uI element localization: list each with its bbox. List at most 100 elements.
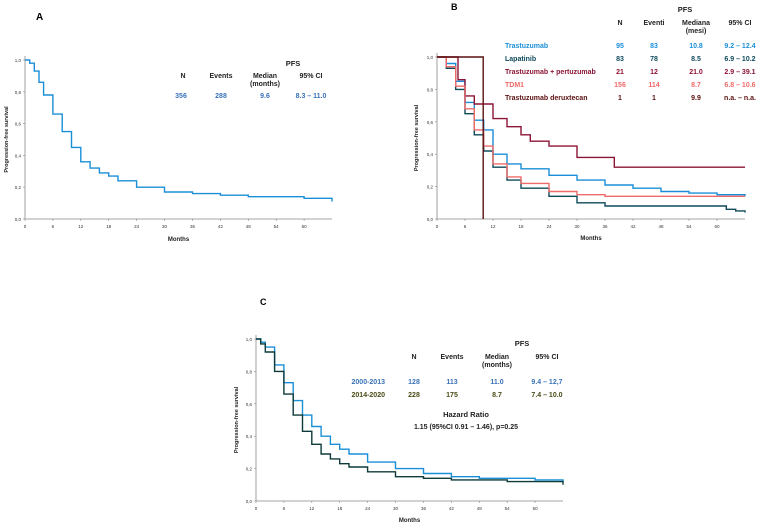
x-tick-label: 36	[602, 224, 608, 229]
panel-c: C 0,0 0,2 0,4 0,6 0,8 1,0 0 6 12 18 24 30 36 42 48 54 60…	[234, 297, 564, 524]
y-tick-label: 0,8	[246, 369, 253, 374]
row-label: Trastuzumab	[505, 43, 548, 50]
x-tick-label: 30	[574, 224, 580, 229]
row-cell: 8.7	[691, 82, 701, 89]
panel-b-plot: 0,0 0,2 0,4 0,6 0,8 1,0 0 6 12 18 24 30 36 42 48 54 60 Mo…	[414, 53, 746, 242]
x-tick-label: 18	[518, 224, 524, 229]
row-cell: 113	[446, 379, 457, 386]
y-axis-label: Progression-free survival	[414, 104, 420, 171]
y-tick-label: 1,0	[246, 337, 253, 342]
cell-ci: 8.3 – 11.0	[296, 93, 327, 100]
x-tick-label: 30	[393, 506, 399, 511]
x-tick-label: 12	[490, 224, 496, 229]
x-tick-label: 48	[477, 506, 483, 511]
row-cell: 95	[616, 43, 624, 50]
km-curve-2000-2013	[256, 338, 564, 482]
row-cell: 83	[650, 43, 658, 50]
row-cell: 8.5	[691, 56, 701, 63]
x-tick-label: 6	[52, 224, 55, 229]
panel-a-plot: 0,0 0,2 0,4 0,6 0,8 1,0 0 6 12 18 24 30 36 42 48 54 60 Mo…	[4, 56, 333, 243]
panel-b-label: B	[451, 2, 458, 12]
x-tick-label: 48	[658, 224, 664, 229]
row-cell: 11.0	[490, 379, 503, 386]
col-header-median: Median (months)	[482, 354, 512, 369]
x-tick-label: 60	[533, 506, 539, 511]
y-tick-label: 0,6	[15, 122, 22, 127]
row-cell: 1	[652, 95, 656, 102]
row-cell: 2.9 – 39.1	[724, 69, 755, 76]
y-tick-label: 0,0	[246, 499, 253, 504]
y-tick-label: 0,2	[15, 185, 22, 190]
y-tick-label: 0,4	[246, 434, 253, 439]
x-tick-label: 18	[337, 506, 343, 511]
pfs-header: PFS	[678, 5, 693, 14]
y-tick-label: 0,6	[427, 120, 434, 125]
row-label: 2000-2013	[352, 379, 386, 386]
cell-median: 9.6	[260, 93, 270, 100]
x-tick-label: 60	[302, 224, 308, 229]
row-cell: 6.9 – 10.2	[724, 56, 755, 63]
x-tick-label: 30	[162, 224, 168, 229]
row-cell: 21	[616, 69, 624, 76]
x-tick-label: 6	[464, 224, 467, 229]
x-tick-label: 54	[505, 506, 511, 511]
y-tick-label: 0,4	[427, 152, 434, 157]
cell-n: 356	[175, 93, 187, 100]
km-curve-tdm1	[437, 56, 745, 197]
row-cell: 228	[408, 392, 420, 399]
col-header-median: Median (months)	[250, 73, 280, 88]
col-header-events: Events	[441, 354, 464, 361]
x-tick-label: 24	[365, 506, 371, 511]
row-cell: 175	[446, 392, 458, 399]
x-axis-label: Months	[168, 237, 190, 243]
y-tick-label: 0,2	[246, 467, 253, 472]
panel-a-pfs-table: PFS N Events Median (months) 95% CI 356 2…	[175, 59, 326, 100]
row-cell: n.a. – n.a.	[724, 95, 756, 102]
hazard-ratio-title: Hazard Ratio	[443, 410, 489, 419]
col-header-n: N	[180, 73, 185, 80]
x-tick-label: 18	[106, 224, 112, 229]
x-tick-label: 54	[274, 224, 280, 229]
x-tick-label: 12	[78, 224, 84, 229]
row-cell: 7.4 – 10.0	[531, 392, 562, 399]
panel-c-pfs-table: PFS N Events Median (months) 95% CI 2000-…	[352, 339, 563, 431]
row-cell: 9.2 – 12.4	[724, 43, 755, 50]
x-axis-label: Months	[399, 518, 421, 524]
y-tick-label: 0,2	[427, 185, 434, 190]
row-cell: 8.7	[492, 392, 502, 399]
x-tick-label: 0	[255, 506, 258, 511]
x-tick-label: 24	[546, 224, 552, 229]
panel-c-label: C	[260, 297, 267, 307]
x-tick-label: 24	[134, 224, 140, 229]
row-cell: 6.8 – 10.6	[724, 82, 755, 89]
y-tick-label: 0,0	[15, 217, 22, 222]
row-cell: 9.4 – 12,7	[531, 379, 562, 386]
row-cell: 156	[614, 82, 626, 89]
col-header-n: N	[411, 354, 416, 361]
x-tick-label: 36	[190, 224, 196, 229]
col-header-n: N	[617, 20, 622, 27]
km-curve-trastuzumab-deruxtecan	[437, 56, 484, 219]
km-curve-all-patients	[25, 59, 333, 202]
km-curve-2014-2020	[256, 338, 564, 485]
row-label: Trastuzumab + pertuzumab	[505, 69, 596, 76]
x-tick-label: 42	[218, 224, 224, 229]
y-tick-label: 0,0	[427, 217, 434, 222]
row-cell: 78	[650, 56, 658, 63]
row-label: Trastuzumab deruxtecan	[505, 95, 587, 102]
panel-c-table-rows: 2000-2013 128 113 11.0 9.4 – 12,7 2014-2020 22…	[352, 379, 563, 399]
x-tick-label: 12	[309, 506, 315, 511]
x-tick-label: 42	[449, 506, 455, 511]
y-tick-label: 1,0	[427, 55, 434, 60]
col-header-ci: 95% CI	[729, 20, 752, 27]
panel-b: B 0,0 0,2 0,4 0,6 0,8 1,0 0 6 12 18 24 30 36 42 48 54 60…	[414, 2, 756, 242]
row-cell: 114	[648, 82, 659, 89]
x-axis-label: Months	[580, 236, 602, 242]
row-label: Lapatinib	[505, 56, 536, 63]
y-axis-label: Progression-free survival	[234, 386, 240, 453]
col-header-eventi: Eventi	[643, 20, 664, 27]
col-header-ci: 95% CI	[536, 354, 559, 361]
y-tick-label: 0,6	[246, 402, 253, 407]
panel-c-plot: 0,0 0,2 0,4 0,6 0,8 1,0 0 6 12 18 24 30 36 42 48 54 60 Mo…	[234, 335, 564, 524]
